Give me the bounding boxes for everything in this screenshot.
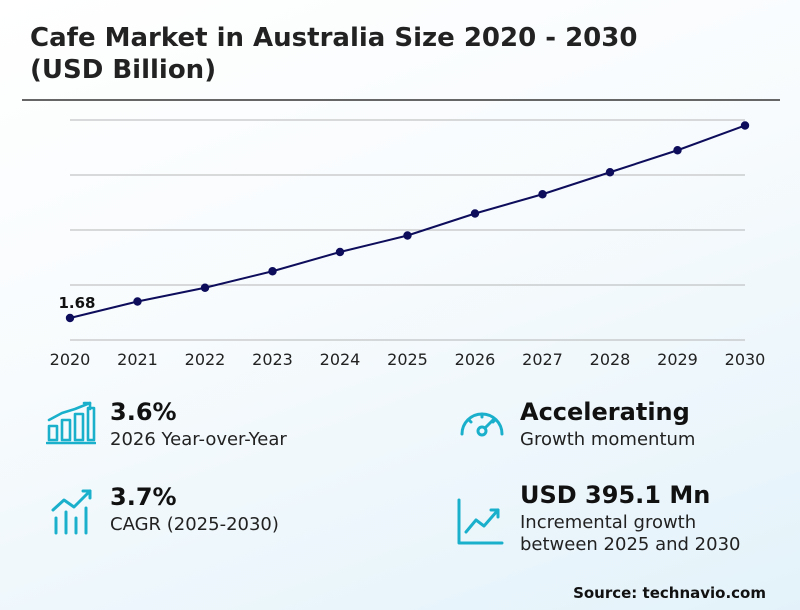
- data-label: 1.68: [58, 294, 95, 312]
- grid-lines: [70, 119, 745, 341]
- stat-cagr-label: CAGR (2025-2030): [110, 514, 279, 535]
- x-tick-label: 2027: [522, 350, 563, 369]
- source-note: Source: technavio.com: [573, 584, 766, 602]
- title-divider: [22, 99, 780, 101]
- data-point-2027: [538, 190, 547, 199]
- data-point-2020: [65, 313, 75, 323]
- data-point-2022: [200, 283, 210, 292]
- series-line: [69, 124, 746, 319]
- stat-momentum-label: Growth momentum: [520, 429, 696, 450]
- stat-cagr: 3.7% CAGR (2025-2030): [110, 483, 279, 536]
- data-labels: 1.68: [58, 294, 95, 312]
- x-tick-label: 2029: [657, 350, 698, 369]
- stat-yoy-value: 3.6%: [110, 398, 177, 426]
- stat-yoy: 3.6% 2026 Year-over-Year: [110, 398, 287, 451]
- data-point-2030: [740, 121, 750, 130]
- x-tick-label: 2020: [50, 350, 91, 369]
- stat-incremental: USD 395.1 Mn Incremental growth between …: [520, 481, 740, 556]
- stat-incremental-label: Incremental growth between 2025 and 2030: [520, 512, 741, 555]
- data-point-2023: [268, 267, 277, 276]
- x-tick-label: 2024: [320, 350, 361, 369]
- bar-growth-icon: [46, 401, 96, 445]
- data-point-2025: [403, 231, 412, 240]
- line-chart: 1.68 2020 2021 2022 2023 2024 2025 2026 2027 202…: [50, 119, 766, 369]
- data-point-2028: [605, 168, 615, 177]
- x-tick-label: 2021: [117, 350, 158, 369]
- x-tick-label: 2025: [387, 350, 428, 369]
- stat-momentum-value: Accelerating: [520, 398, 690, 426]
- stat-momentum: Accelerating Growth momentum: [520, 398, 695, 451]
- data-point-2021: [133, 297, 142, 306]
- x-tick-label: 2026: [455, 350, 496, 369]
- trend-bars-icon: [51, 489, 92, 535]
- x-axis-ticks: 2020 2021 2022 2023 2024 2025 2026 2027 2028 2029…: [50, 350, 766, 369]
- data-point-2029: [673, 146, 682, 155]
- chart-title: Cafe Market in Australia Size 2020 - 203…: [30, 23, 638, 85]
- x-tick-label: 2023: [252, 350, 293, 369]
- gauge-icon: [460, 412, 504, 437]
- stat-incremental-value: USD 395.1 Mn: [520, 481, 711, 509]
- line-chart-icon: [457, 498, 504, 545]
- data-point-2026: [470, 209, 480, 218]
- stat-cagr-value: 3.7%: [110, 483, 177, 511]
- x-tick-label: 2022: [185, 350, 226, 369]
- x-tick-label: 2030: [725, 350, 766, 369]
- x-tick-label: 2028: [590, 350, 631, 369]
- data-point-2024: [335, 247, 345, 257]
- data-points: [65, 121, 750, 323]
- stat-yoy-label: 2026 Year-over-Year: [110, 429, 287, 450]
- series-polyline: [69, 124, 746, 319]
